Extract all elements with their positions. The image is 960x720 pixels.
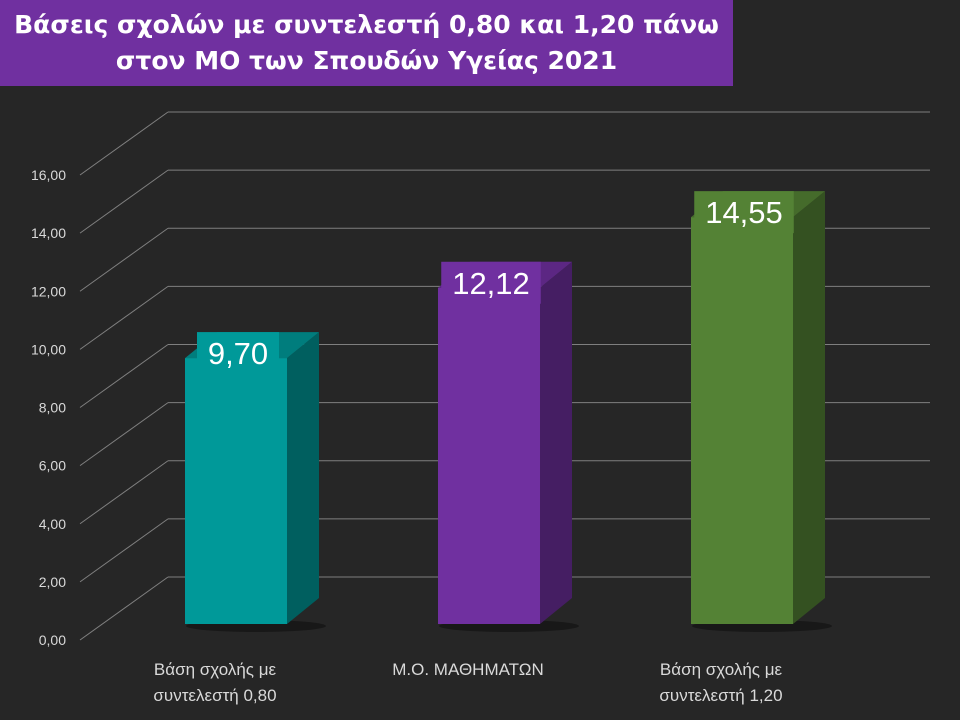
- bar: [185, 358, 287, 624]
- bar: [438, 287, 540, 624]
- y-tick-label: 0,00: [39, 632, 66, 648]
- y-tick-label: 4,00: [39, 516, 66, 532]
- bar-side: [793, 191, 825, 624]
- y-tick-label: 2,00: [39, 574, 66, 590]
- gridline-diagonal: [79, 518, 169, 583]
- gridline-diagonal: [79, 344, 169, 408]
- chart-title-line-2: στον ΜΟ των Σπουδών Υγείας 2021: [115, 46, 618, 75]
- gridline-diagonal: [79, 169, 169, 234]
- x-tick-label: Βάση σχολής με: [660, 660, 783, 679]
- x-tick-label: συντελεστή 1,20: [659, 686, 782, 705]
- bar-side: [287, 332, 319, 624]
- gridline-diagonal: [79, 402, 169, 467]
- bar-side: [540, 261, 572, 624]
- gridline-diagonal: [79, 227, 169, 292]
- x-tick-label: συντελεστή 0,80: [153, 686, 276, 705]
- y-tick-label: 16,00: [31, 167, 66, 183]
- chart-title-line-1: Βάσεις σχολών με συντελεστή 0,80 και 1,2…: [14, 10, 719, 39]
- x-tick-label: Μ.Ο. ΜΑΘΗΜΑΤΩΝ: [392, 660, 544, 679]
- bar: [691, 217, 793, 624]
- data-label-box: [441, 261, 541, 304]
- gridline-diagonal: [79, 460, 169, 525]
- data-label: 12,12: [452, 266, 530, 301]
- gridline-diagonal: [79, 576, 169, 641]
- gridline-diagonal: [79, 111, 169, 176]
- data-label-box: [694, 191, 794, 234]
- chart-title: Βάσεις σχολών με συντελεστή 0,80 και 1,2…: [0, 0, 733, 86]
- y-tick-label: 14,00: [31, 225, 66, 241]
- data-label: 14,55: [705, 195, 783, 230]
- y-tick-label: 12,00: [31, 283, 66, 299]
- x-tick-label: Βάση σχολής με: [154, 660, 277, 679]
- y-tick-label: 10,00: [31, 341, 66, 357]
- y-tick-label: 6,00: [39, 458, 66, 474]
- data-label-box: [197, 332, 279, 375]
- data-label: 9,70: [208, 336, 268, 371]
- gridline-diagonal: [79, 285, 169, 350]
- y-tick-label: 8,00: [39, 400, 66, 416]
